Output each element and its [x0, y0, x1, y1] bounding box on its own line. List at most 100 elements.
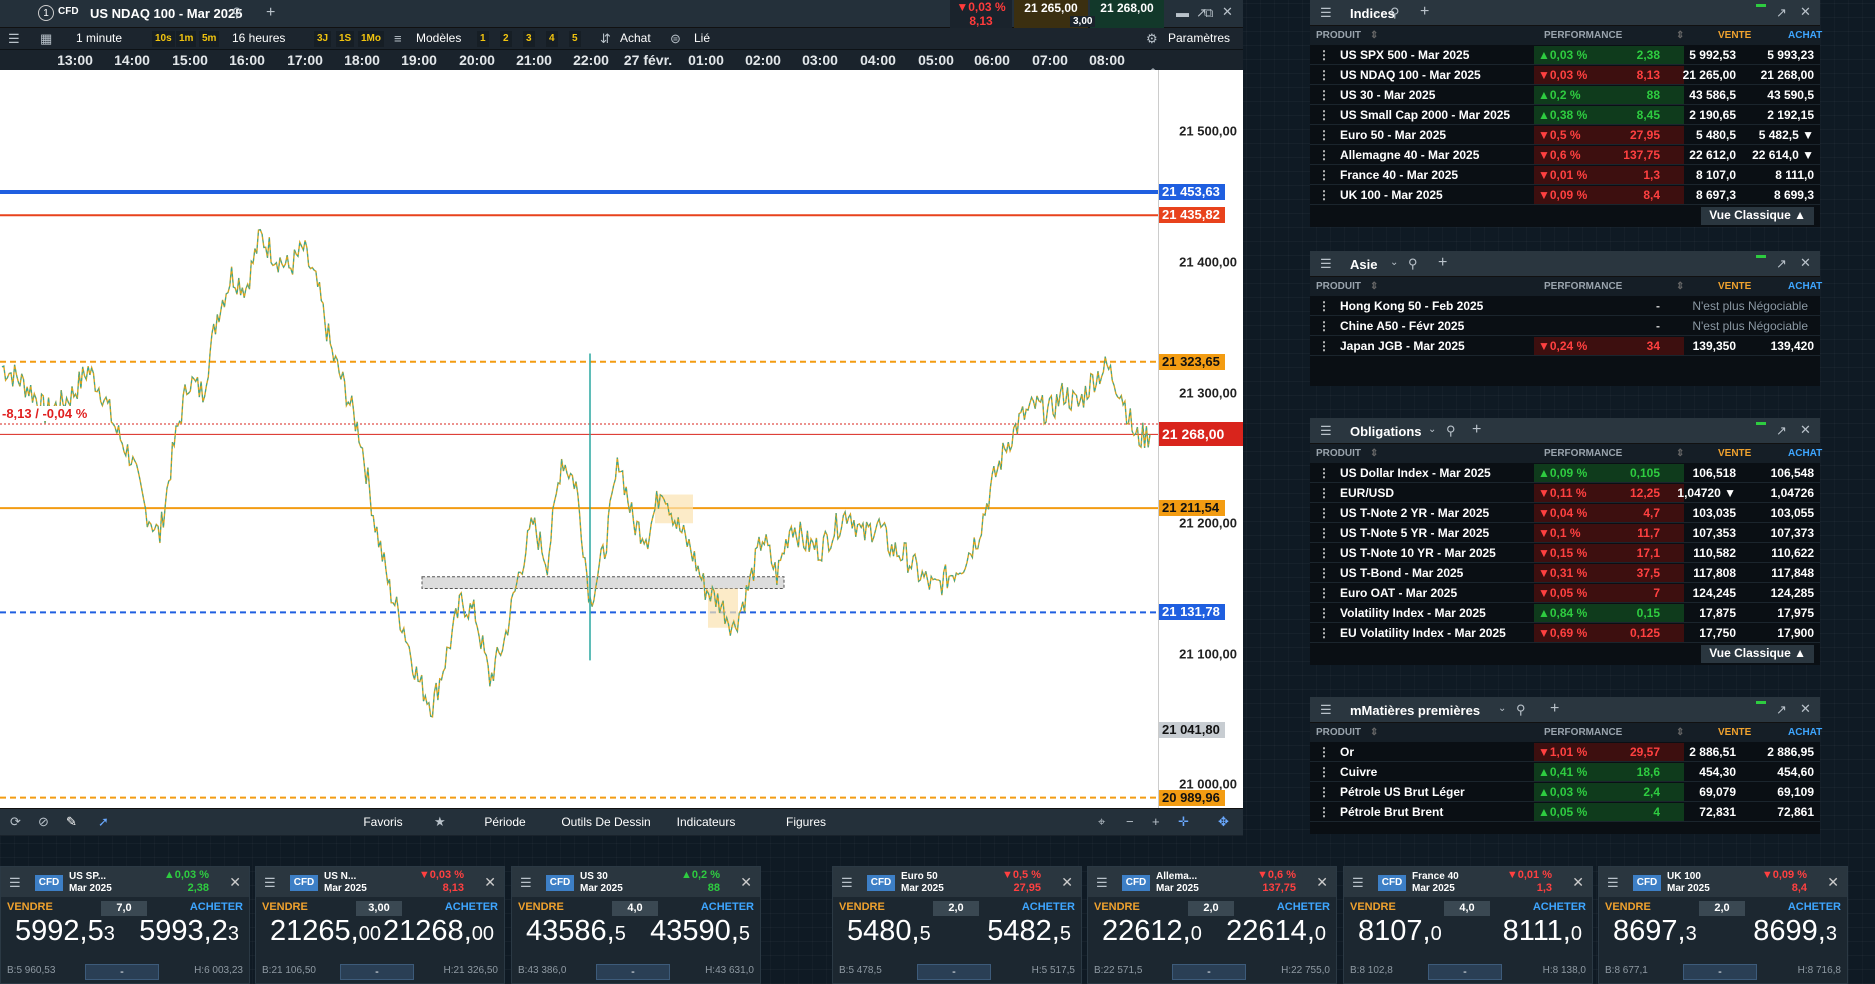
- sort-icon[interactable]: ⇕: [1676, 30, 1685, 41]
- expand-icon[interactable]: ↗: [1776, 423, 1787, 438]
- product-name[interactable]: Cuivre: [1340, 765, 1378, 779]
- sort-icon[interactable]: ⇕: [1676, 727, 1685, 738]
- product-name[interactable]: US Dollar Index - Mar 2025: [1340, 466, 1491, 480]
- quote-tile[interactable]: ☰ CFD Euro 50 Mar 2025 ▼0,5 % 27,95 ✕ VEND…: [832, 866, 1082, 984]
- buy-price[interactable]: 124,285: [1770, 586, 1814, 600]
- tile-instrument[interactable]: Euro 50 Mar 2025: [901, 871, 944, 895]
- no-entry-icon[interactable]: ⊘: [38, 814, 49, 829]
- quantity-dropdown[interactable]: -: [917, 964, 991, 980]
- col-performance[interactable]: PERFORMANCE: [1544, 727, 1623, 738]
- range-1mo[interactable]: 1Mo: [358, 31, 384, 47]
- sell-price[interactable]: 69,079: [1699, 785, 1736, 799]
- price-level-tag[interactable]: 21 268,00: [1159, 422, 1243, 447]
- panel-title[interactable]: mMatières premières: [1350, 703, 1481, 718]
- search-icon[interactable]: ⚲: [1516, 702, 1526, 717]
- search-icon[interactable]: ⚲: [1390, 5, 1400, 20]
- product-name[interactable]: Pétrole US Brut Léger: [1340, 785, 1465, 799]
- sell-price[interactable]: 106,518: [1692, 466, 1736, 480]
- panel-title[interactable]: Indices: [1350, 6, 1395, 21]
- price-level-tag[interactable]: 21 453,63: [1159, 183, 1225, 200]
- buy-price-button[interactable]: 21268,00: [383, 915, 494, 948]
- col-product[interactable]: PRODUIT: [1316, 30, 1361, 41]
- linked-button[interactable]: Lié: [694, 31, 711, 45]
- quantity-dropdown[interactable]: -: [1428, 964, 1502, 980]
- pencil-icon[interactable]: ✎: [66, 814, 77, 829]
- row-menu-icon[interactable]: ⋮: [1318, 319, 1330, 333]
- buy-price[interactable]: 2 886,95: [1767, 745, 1814, 759]
- favorites-button[interactable]: Favoris: [363, 815, 403, 829]
- product-name[interactable]: Volatility Index - Mar 2025: [1340, 606, 1486, 620]
- table-row[interactable]: ⋮ Euro 50 - Mar 2025 ▼0,5 % 27,95 5 480,…: [1310, 125, 1820, 145]
- product-name[interactable]: Or: [1340, 745, 1355, 759]
- buy-price-button[interactable]: 43590,5: [650, 915, 750, 948]
- close-icon[interactable]: ✕: [1800, 255, 1811, 270]
- row-menu-icon[interactable]: ⋮: [1318, 805, 1330, 819]
- buy-price[interactable]: 110,622: [1771, 546, 1814, 560]
- table-row[interactable]: ⋮ Or ▼1,01 % 29,57 2 886,51 2 886,95: [1310, 742, 1820, 762]
- close-icon[interactable]: ✕: [484, 874, 496, 890]
- buy-price-button[interactable]: 22614,0: [1226, 915, 1326, 948]
- buy-price[interactable]: 17,900: [1777, 626, 1814, 640]
- product-name[interactable]: Allemagne 40 - Mar 2025: [1340, 148, 1480, 162]
- product-name[interactable]: US T-Note 10 YR - Mar 2025: [1340, 546, 1496, 560]
- buy-price[interactable]: 117,848: [1771, 566, 1814, 580]
- list-icon[interactable]: ☰: [8, 31, 20, 46]
- sell-price[interactable]: 110,582: [1693, 546, 1736, 560]
- col-buy[interactable]: ACHAT: [1788, 281, 1823, 292]
- add-tab-icon[interactable]: +: [266, 4, 276, 21]
- sell-price-button[interactable]: 8697,3: [1613, 915, 1697, 948]
- col-buy[interactable]: ACHAT: [1788, 727, 1823, 738]
- sell-price-button[interactable]: 43586,5: [526, 915, 626, 948]
- row-menu-icon[interactable]: ⋮: [1318, 586, 1330, 600]
- menu-icon[interactable]: ☰: [1320, 5, 1332, 20]
- product-name[interactable]: Chine A50 - Févr 2025: [1340, 319, 1465, 333]
- cursor-icon[interactable]: ➚: [98, 814, 109, 829]
- product-name[interactable]: US T-Note 2 YR - Mar 2025: [1340, 506, 1490, 520]
- sort-icon[interactable]: ⇕: [1676, 448, 1685, 459]
- table-row[interactable]: ⋮ US NDAQ 100 - Mar 2025 ▼0,03 % 8,13 21…: [1310, 65, 1820, 85]
- sell-price-button[interactable]: 22612,0: [1102, 915, 1202, 948]
- buy-price[interactable]: 454,60: [1777, 765, 1814, 779]
- chevron-down-icon[interactable]: ⌄: [1498, 703, 1507, 714]
- product-name[interactable]: Pétrole Brut Brent: [1340, 805, 1444, 819]
- chevron-down-icon[interactable]: ⌄: [1390, 257, 1399, 268]
- close-icon[interactable]: ✕: [1061, 874, 1073, 890]
- table-row[interactable]: ⋮ Pétrole US Brut Léger ▲0,03 % 2,4 69,0…: [1310, 782, 1820, 802]
- models-icon[interactable]: ≡: [394, 31, 402, 46]
- interval-select[interactable]: 1 minute: [76, 31, 123, 45]
- search-icon[interactable]: ⚲: [1408, 256, 1418, 271]
- zoom-out-icon[interactable]: −: [1126, 814, 1134, 829]
- product-name[interactable]: Japan JGB - Mar 2025: [1340, 339, 1465, 353]
- product-name[interactable]: US SPX 500 - Mar 2025: [1340, 48, 1470, 62]
- row-menu-icon[interactable]: ⋮: [1318, 606, 1330, 620]
- product-name[interactable]: US NDAQ 100 - Mar 2025: [1340, 68, 1481, 82]
- buy-price[interactable]: 103,055: [1770, 506, 1814, 520]
- table-row[interactable]: ⋮ EUR/USD ▼0,11 % 12,25 1,04720 ▼ 1,0472…: [1310, 483, 1820, 503]
- pan-horizontal-icon[interactable]: ✛: [1178, 814, 1189, 829]
- product-name[interactable]: Euro 50 - Mar 2025: [1340, 128, 1447, 142]
- price-level-tag[interactable]: 21 041,80: [1159, 721, 1225, 738]
- col-sell[interactable]: VENTE: [1718, 30, 1752, 41]
- row-menu-icon[interactable]: ⋮: [1318, 48, 1330, 62]
- close-icon[interactable]: ✕: [1316, 874, 1328, 890]
- menu-icon[interactable]: ☰: [520, 875, 532, 890]
- table-row[interactable]: ⋮ Pétrole Brut Brent ▲0,05 % 4 72,831 72…: [1310, 802, 1820, 822]
- quote-tile[interactable]: ☰ CFD France 40 Mar 2025 ▼0,01 % 1,3 ✕ VEN…: [1343, 866, 1593, 984]
- row-menu-icon[interactable]: ⋮: [1318, 339, 1330, 353]
- range-select[interactable]: 16 heures: [232, 31, 286, 45]
- buy-price[interactable]: 139,420: [1770, 339, 1814, 353]
- buy-price[interactable]: 21 268,00: [1760, 68, 1814, 82]
- period-button[interactable]: Période: [484, 815, 526, 829]
- product-name[interactable]: US Small Cap 2000 - Mar 2025: [1340, 108, 1511, 122]
- row-menu-icon[interactable]: ⋮: [1318, 128, 1330, 142]
- close-icon[interactable]: ✕: [1800, 701, 1811, 716]
- models-button[interactable]: Modèles: [416, 31, 462, 45]
- refresh-icon[interactable]: ⟳: [10, 814, 21, 829]
- sort-icon[interactable]: ⇕: [1676, 281, 1685, 292]
- buy-price[interactable]: 8 699,3: [1773, 188, 1814, 202]
- gear-icon[interactable]: ⚙: [1146, 31, 1158, 46]
- table-row[interactable]: ⋮ US Dollar Index - Mar 2025 ▲0,09 % 0,1…: [1310, 463, 1820, 483]
- buy-price[interactable]: 106,548: [1770, 466, 1814, 480]
- table-row[interactable]: ⋮ EU Volatility Index - Mar 2025 ▼0,69 %…: [1310, 623, 1820, 643]
- row-menu-icon[interactable]: ⋮: [1318, 745, 1330, 759]
